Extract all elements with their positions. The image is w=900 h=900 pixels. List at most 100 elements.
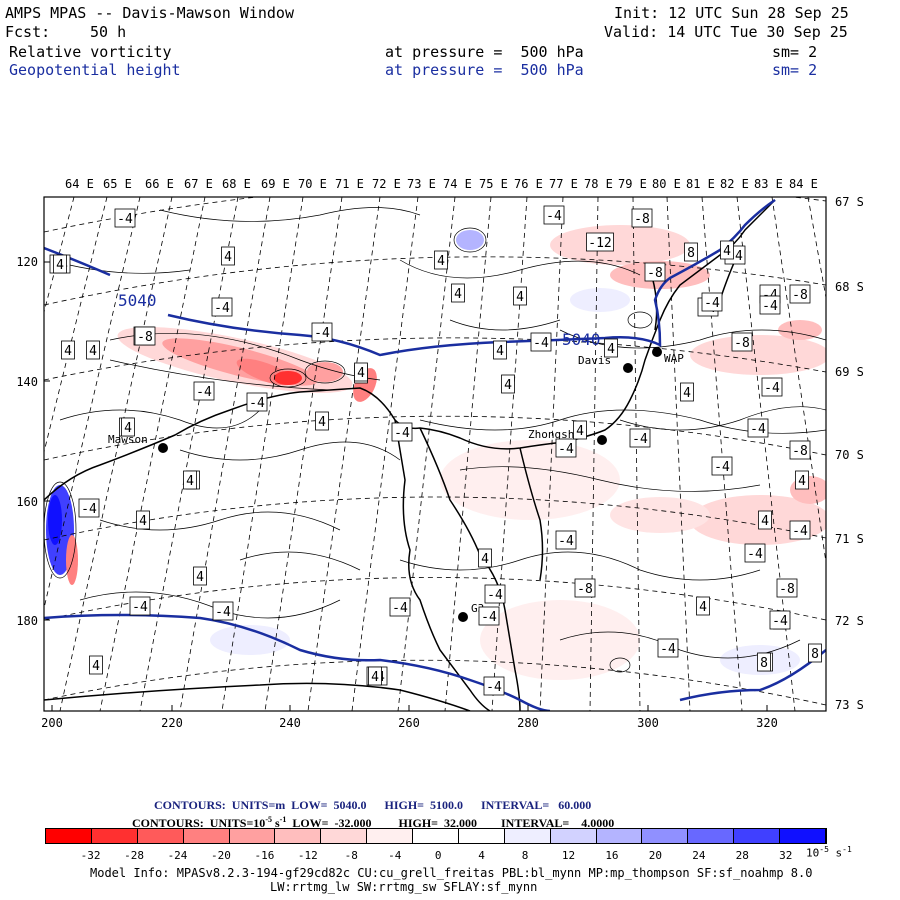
vort-label: 4 [64,344,72,359]
vort-label-box [78,498,100,518]
vorticity-contour-legend: CONTOURS: UNITS=10-5 s-1 LOW= -32.000 HI… [132,811,614,832]
axis-ticks [44,261,768,711]
vort-label: -4 [660,642,676,657]
vort-label-box [573,420,587,440]
field2-name: Geopotential height [9,61,181,79]
vort-label-box [701,292,723,312]
vort-label: -8 [779,582,795,597]
vort-label-box [644,262,666,282]
vort-label: -4 [750,422,766,437]
vort-label: -4 [481,610,497,625]
colorbar-swatch [688,829,735,843]
vort-label: 4 [496,344,504,359]
vort-label-box [789,440,811,460]
vort-label-box [684,242,698,262]
lon-label: 73 E [407,177,436,191]
vort-label: 4 [516,290,524,305]
field1-name: Relative vorticity [9,43,172,61]
vort-label-box [211,297,233,317]
colorbar-tick-label: -12 [297,849,318,862]
vort-label-box [315,411,329,431]
lon-label: 84 E [789,177,818,191]
vort-label: -4 [132,600,148,615]
vort-label: -4 [196,385,212,400]
x-tick-label: 200 [41,716,63,730]
x-tick-label: 260 [398,716,420,730]
vort-label-box [731,332,753,352]
colorbar-tick-label: 24 [692,849,706,862]
field2-smoothing: sm= 2 [772,61,818,79]
map-plot-area [44,197,826,711]
station-name-zhongshan: Zhongshan [528,428,588,441]
lon-label: 68 E [222,177,251,191]
vort-label: 4 [56,258,64,273]
colorbar-ticks: -32 -28 -24 -20 -16 -12 -8 -4 0 4 8 12 16 20 24 28 32 [45,846,827,862]
vort-label-box [604,338,618,358]
left-y-labels: 120 140 160 180 [16,255,38,628]
lon-label: 79 E [618,177,647,191]
vort-label: -4 [394,426,410,441]
vort-label-box [89,655,103,675]
vort-label-box [696,596,710,616]
vort-label-box [478,548,492,568]
vort-label: 4 [576,424,584,439]
vort-label: -8 [734,336,750,351]
lon-label: 67 E [184,177,213,191]
lon-label: 77 E [549,177,578,191]
vort-label: 4 [454,287,462,302]
x-tick-label: 320 [756,716,778,730]
colorbar-tick-label: 28 [735,849,749,862]
y-tick-label: 160 [16,495,38,509]
x-tick-label: 280 [517,716,539,730]
vort-label-box [61,340,75,360]
mawson-marker [158,443,168,453]
vort-label: -4 [314,326,330,341]
colorbar-tick-label: 32 [779,849,793,862]
vort-label-box [434,250,448,270]
colorbar [45,828,827,844]
vort-label: -4 [249,396,265,411]
vort-label-box [354,362,368,382]
vort-label: -4 [632,432,648,447]
forecast-label: Fcst: [5,23,51,41]
legend-units-exp: -5 [265,815,272,824]
vorticity-labels: -4-44-44-844-4-4-448-444-4-44-4-44-4444-… [49,205,822,696]
vort-label-box [758,510,772,530]
lon-label: 81 E [686,177,715,191]
vort-label: 8 [760,656,768,671]
vort-label-box [483,676,505,696]
colorbar-units-exp2: -1 [842,845,852,854]
vort-label-box [530,332,552,352]
vort-label-box [221,246,235,266]
vort-label: 4 [699,600,707,615]
vort-label-box [212,601,234,621]
colorbar-tick-label: 4 [478,849,485,862]
vort-label: -4 [762,299,778,314]
station-name-mawson: Mawson [108,433,148,446]
latitude-grid [44,197,826,706]
colorbar-tick-label: -4 [388,849,402,862]
station-name-davis: Davis [578,354,611,367]
vort-label: -4 [558,442,574,457]
vort-label-box [789,284,811,304]
vort-label-box [776,578,798,598]
field1-level: at pressure = 500 hPa [385,43,584,61]
vort-label: 4 [89,344,97,359]
vort-label: 4 [186,474,194,489]
vort-label-box [631,208,653,228]
map-frame [43,196,827,712]
height-contour-legend: CONTOURS: UNITS=m LOW= 5040.0 HIGH= 5100… [154,798,592,812]
vort-label-box [711,456,733,476]
vort-label-box [501,374,515,394]
colorbar-swatch [321,829,368,843]
lon-label: 64 E [65,177,94,191]
lat-label: 68 S [835,280,864,294]
zhongshan-marker [597,435,607,445]
vort-label: 4 [683,386,691,401]
legend-units-text: CONTOURS: UNITS=10 [132,816,266,830]
vort-label: 4 [124,421,132,436]
colorbar-swatch [91,829,138,843]
vort-label-box [246,392,268,412]
model-info-radiation: LW:rrtmg_lw SW:rrtmg_sw SFLAY:sf_mynn [270,880,538,894]
